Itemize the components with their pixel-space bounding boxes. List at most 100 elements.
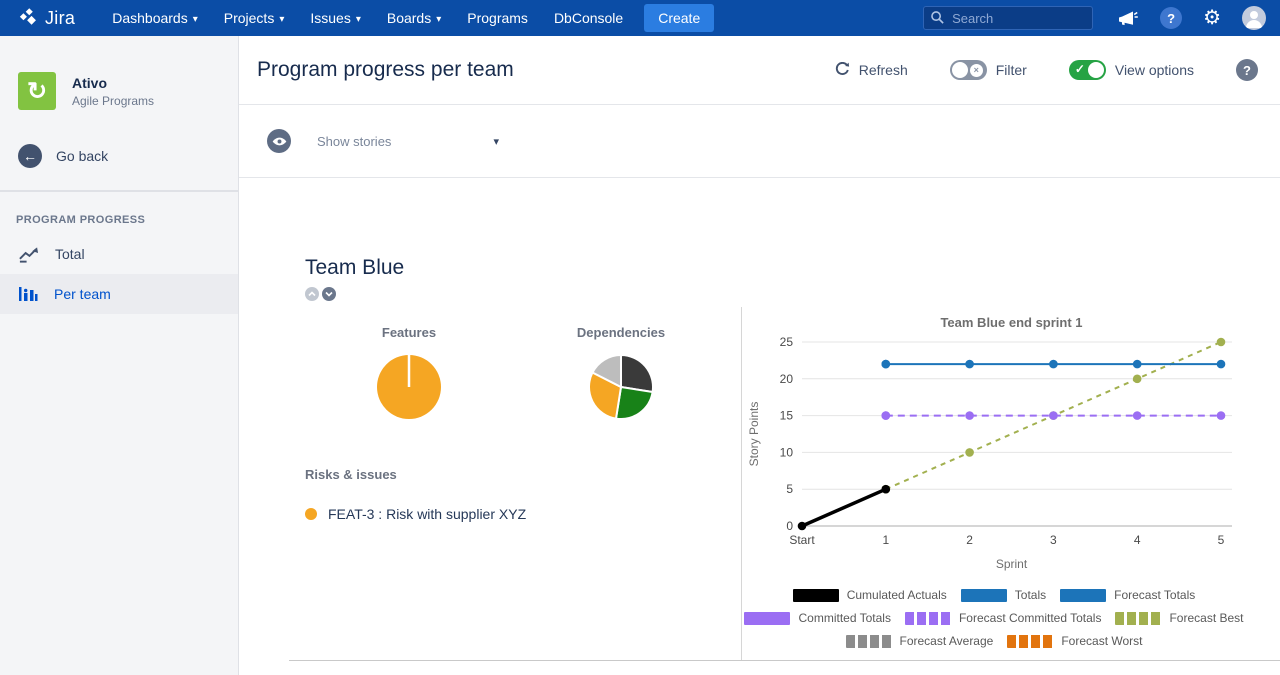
sidebar: ↻ Ativo Agile Programs ← Go back PROGRAM… bbox=[0, 36, 239, 675]
collapse-up-button[interactable] bbox=[305, 287, 319, 301]
arrow-left-icon: ← bbox=[18, 144, 42, 168]
page-help-icon[interactable]: ? bbox=[1236, 59, 1258, 81]
legend-swatch bbox=[1115, 611, 1162, 625]
team-section: Team Blue Features bbox=[289, 178, 1280, 661]
legend-item: Forecast Average bbox=[845, 634, 994, 648]
legend-item: Forecast Best bbox=[1115, 611, 1244, 625]
svg-text:2: 2 bbox=[966, 533, 973, 547]
sidebar-item-total[interactable]: Total bbox=[0, 234, 238, 274]
features-pie-group: Features bbox=[309, 325, 509, 427]
legend-label: Forecast Committed Totals bbox=[958, 611, 1102, 625]
svg-text:0: 0 bbox=[786, 519, 793, 533]
nav-item-issues[interactable]: Issues ▾ bbox=[310, 10, 361, 26]
filter-toggle[interactable]: × bbox=[949, 60, 987, 80]
svg-text:25: 25 bbox=[780, 335, 794, 349]
svg-text:20: 20 bbox=[780, 372, 794, 386]
legend-swatch bbox=[792, 588, 839, 602]
legend-label: Cumulated Actuals bbox=[846, 588, 947, 602]
refresh-button[interactable]: Refresh bbox=[834, 62, 908, 78]
risk-text: FEAT-3 : Risk with supplier XYZ bbox=[328, 506, 527, 522]
svg-text:15: 15 bbox=[780, 409, 794, 423]
chart-legend: Cumulated Actuals Totals Forecast Totals Co… bbox=[744, 588, 1244, 648]
legend-swatch bbox=[1007, 634, 1054, 648]
legend-item: Committed Totals bbox=[744, 611, 891, 625]
sidebar-divider bbox=[0, 190, 238, 192]
team-title: Team Blue bbox=[305, 256, 405, 279]
svg-text:Story Points: Story Points bbox=[747, 402, 761, 467]
main-menu: Dashboards ▾ Projects ▾ Issues ▾ Boards ▾ Progra… bbox=[99, 10, 636, 26]
gear-icon[interactable]: ⚙ bbox=[1203, 7, 1221, 29]
dependencies-pie-group: Dependencies bbox=[521, 325, 721, 427]
legend-label: Forecast Best bbox=[1169, 611, 1244, 625]
jira-spark-icon bbox=[19, 8, 36, 25]
avatar[interactable] bbox=[1242, 6, 1266, 30]
search-icon bbox=[931, 11, 944, 24]
search-input[interactable] bbox=[923, 6, 1094, 30]
nav-item-programs[interactable]: Programs bbox=[467, 10, 528, 26]
refresh-icon bbox=[835, 62, 849, 75]
search-box bbox=[923, 6, 1094, 30]
chevron-down-icon: ▾ bbox=[279, 14, 285, 25]
app-name: Ativo bbox=[72, 74, 107, 91]
svg-text:1: 1 bbox=[882, 533, 889, 547]
page-header: Program progress per team Refresh × Filt… bbox=[239, 36, 1280, 105]
app-block[interactable]: ↻ Ativo Agile Programs bbox=[0, 72, 238, 110]
legend-label: Forecast Average bbox=[899, 634, 994, 648]
sprint-line-chart: Team Blue end sprint 1 0 5 10 15 20 25 Start 1 2 3… bbox=[747, 315, 1232, 571]
help-icon[interactable]: ? bbox=[1160, 7, 1183, 29]
jira-logo[interactable]: Jira bbox=[18, 8, 75, 29]
risk-item[interactable]: FEAT-3 : Risk with supplier XYZ bbox=[305, 506, 741, 522]
eye-icon bbox=[267, 129, 291, 153]
nav-item-boards[interactable]: Boards ▾ bbox=[386, 10, 442, 26]
svg-text:4: 4 bbox=[1134, 533, 1141, 547]
chevron-down-icon: ▾ bbox=[355, 14, 361, 25]
legend-label: Committed Totals bbox=[798, 611, 891, 625]
check-icon: ✓ bbox=[1074, 62, 1085, 76]
legend-item: Forecast Totals bbox=[1060, 588, 1195, 602]
show-stories-select[interactable]: Show stories ▾ bbox=[317, 133, 499, 149]
svg-text:5: 5 bbox=[1218, 533, 1225, 547]
dependencies-pie-title: Dependencies bbox=[576, 325, 666, 340]
ativo-logo-icon: ↻ bbox=[18, 72, 56, 110]
legend-item: Cumulated Actuals bbox=[792, 588, 947, 602]
chevron-down-icon: ▾ bbox=[436, 14, 442, 25]
svg-text:10: 10 bbox=[780, 445, 794, 459]
nav-item-dbconsole[interactable]: DbConsole bbox=[553, 10, 624, 26]
toggle-knob bbox=[951, 62, 968, 78]
sidebar-item-label: Total bbox=[55, 246, 85, 262]
features-pie-title: Features bbox=[381, 325, 437, 340]
legend-label: Forecast Worst bbox=[1061, 634, 1143, 648]
collapse-down-button[interactable] bbox=[322, 287, 336, 301]
content-area: Team Blue Features bbox=[239, 178, 1280, 675]
chevron-down-icon: ▾ bbox=[192, 14, 198, 25]
legend-swatch bbox=[1060, 588, 1107, 602]
svg-text:Start: Start bbox=[789, 533, 815, 547]
create-button[interactable]: Create bbox=[644, 4, 715, 32]
team-chart-column: Team Blue end sprint 1 0 5 10 15 20 25 Start 1 2 3… bbox=[741, 307, 1280, 660]
nav-item-dashboards[interactable]: Dashboards ▾ bbox=[112, 10, 198, 26]
nav-item-projects[interactable]: Projects ▾ bbox=[223, 10, 285, 26]
svg-text:Team Blue end sprint 1: Team Blue end sprint 1 bbox=[940, 315, 1082, 330]
toggle-knob bbox=[1087, 62, 1104, 78]
features-pie-chart bbox=[377, 355, 441, 419]
view-options-toggle[interactable]: ✓ bbox=[1068, 60, 1106, 80]
svg-text:Sprint: Sprint bbox=[996, 557, 1028, 571]
announcements-megaphone-icon[interactable] bbox=[1117, 8, 1139, 28]
legend-label: Totals bbox=[1014, 588, 1047, 602]
svg-text:3: 3 bbox=[1050, 533, 1057, 547]
filter-control: × Filter bbox=[949, 60, 1027, 80]
legend-item: Forecast Committed Totals bbox=[904, 611, 1102, 625]
sidebar-item-per-team[interactable]: Per team bbox=[0, 274, 238, 314]
risk-list: FEAT-3 : Risk with supplier XYZ bbox=[305, 506, 741, 522]
x-icon: × bbox=[969, 63, 983, 77]
legend-item: Forecast Worst bbox=[1007, 634, 1142, 648]
display-toolbar: Show stories ▾ bbox=[239, 105, 1280, 178]
go-back-button[interactable]: ← Go back bbox=[0, 144, 238, 168]
top-navbar: Jira Dashboards ▾ Projects ▾ Issues ▾ Boards ▾ P… bbox=[0, 0, 1280, 36]
legend-swatch bbox=[845, 634, 892, 648]
chevron-down-icon: ▾ bbox=[493, 135, 499, 148]
trend-chart-icon bbox=[19, 247, 39, 263]
legend-item: Totals bbox=[960, 588, 1047, 602]
page-title: Program progress per team bbox=[257, 58, 514, 81]
dependencies-pie-chart bbox=[588, 354, 655, 421]
